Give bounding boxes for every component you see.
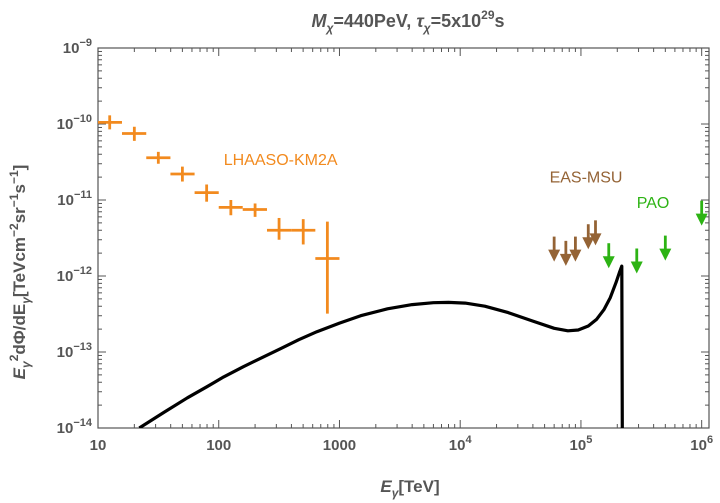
lhaaso-data-point xyxy=(170,166,195,182)
lhaaso-data-point xyxy=(98,115,122,130)
x-tick-label: 104 xyxy=(449,434,473,454)
x-axis-title: Eγ[TeV] xyxy=(380,477,439,500)
y-tick-label: 10−14 xyxy=(57,417,93,437)
pao-arrow-head xyxy=(602,256,615,269)
plot-area: 10 100 1000 104 105 106 10−14 10−13 10−12 10−11 10… xyxy=(57,37,713,454)
y-tick-label: 10−11 xyxy=(57,189,92,209)
chart-title: Mχ=440PeV, τχ=5x1029s xyxy=(311,8,504,35)
y-tick-label: 10−9 xyxy=(63,37,92,57)
lhaaso-data-point xyxy=(218,200,243,216)
x-tick-label: 105 xyxy=(570,434,593,454)
x-tick-label: 106 xyxy=(690,434,713,454)
eas-msu-arrow-head xyxy=(589,233,602,246)
pao-arrow-head xyxy=(630,261,643,274)
series-annotation: LHAASO-KM2A xyxy=(224,152,338,169)
pao-upper-limit-arrow xyxy=(659,235,672,261)
pao-upper-limit-arrow xyxy=(630,248,643,274)
eas-msu-arrow-head xyxy=(569,249,582,262)
y-tick-label: 10−13 xyxy=(57,341,92,361)
lhaaso-data-point xyxy=(121,126,147,141)
pao-arrow-head xyxy=(695,213,708,226)
eas-msu-arrow-head xyxy=(548,249,561,262)
lhaaso-data-point xyxy=(266,217,292,240)
y-tick-label: 10−10 xyxy=(57,113,92,133)
lhaaso-data-point xyxy=(242,203,267,217)
eas-msu-upper-limit-arrow xyxy=(582,224,595,250)
eas-msu-arrow-head xyxy=(582,237,595,250)
lhaaso-data-point xyxy=(291,219,316,245)
eas-msu-upper-limit-arrow xyxy=(569,236,582,262)
eas-msu-upper-limit-arrow xyxy=(589,220,602,246)
x-tick-label: 10 xyxy=(90,437,107,454)
series-annotation: PAO xyxy=(637,195,670,212)
y-axis-title: Eγ2dΦ/dEγ[TeVcm−2sr−1s−1] xyxy=(7,165,33,380)
pao-arrow-head xyxy=(659,248,672,261)
lhaaso-data-point xyxy=(315,221,340,314)
lhaaso-data-point xyxy=(146,151,171,164)
x-tick-label: 1000 xyxy=(323,437,356,454)
lhaaso-data-point xyxy=(194,184,219,202)
pao-upper-limit-arrow xyxy=(695,200,708,226)
eas-msu-upper-limit-arrow xyxy=(548,236,561,262)
x-axis-ticks xyxy=(97,48,703,428)
y-axis-ticks xyxy=(98,47,709,429)
series-annotation: EAS-MSU xyxy=(550,169,623,186)
x-tick-label: 100 xyxy=(206,437,231,454)
eas-msu-arrow-head xyxy=(559,253,572,266)
y-tick-label: 10−12 xyxy=(57,265,92,285)
eas-msu-upper-limit-arrow xyxy=(559,240,572,266)
pao-upper-limit-arrow xyxy=(602,243,615,269)
model-spectrum-line xyxy=(138,264,624,428)
plot-frame xyxy=(97,47,710,429)
